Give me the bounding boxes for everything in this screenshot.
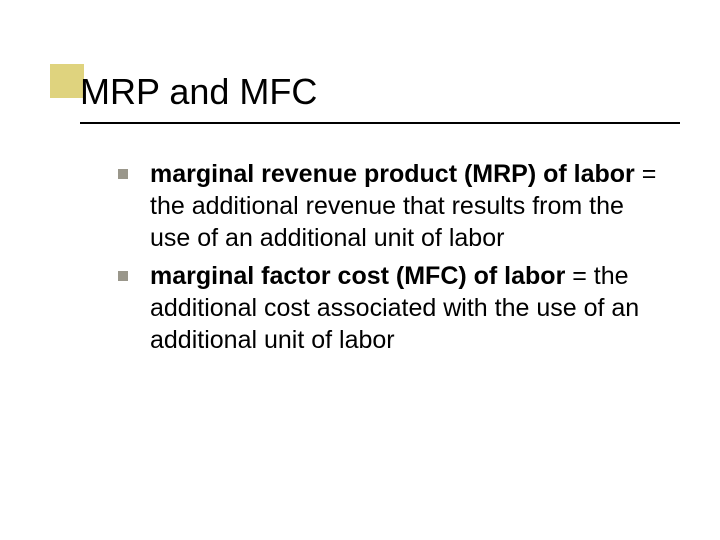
- bullet-text: marginal revenue product (MRP) of labor …: [150, 158, 660, 254]
- bullet-item: marginal factor cost (MFC) of labor = th…: [118, 260, 660, 356]
- bullet-bold: marginal revenue product (MRP) of labor: [150, 160, 635, 188]
- body-block: marginal revenue product (MRP) of labor …: [118, 158, 660, 362]
- bullet-bold: marginal factor cost (MFC) of labor: [150, 262, 565, 290]
- square-bullet-icon: [118, 271, 128, 281]
- square-bullet-icon: [118, 169, 128, 179]
- corner-accent-box: [50, 64, 84, 98]
- slide-title: MRP and MFC: [80, 72, 680, 118]
- bullet-text: marginal factor cost (MFC) of labor = th…: [150, 260, 660, 356]
- title-underline: [80, 122, 680, 124]
- title-block: MRP and MFC: [80, 72, 680, 132]
- slide: MRP and MFC marginal revenue product (MR…: [0, 0, 720, 540]
- bullet-item: marginal revenue product (MRP) of labor …: [118, 158, 660, 254]
